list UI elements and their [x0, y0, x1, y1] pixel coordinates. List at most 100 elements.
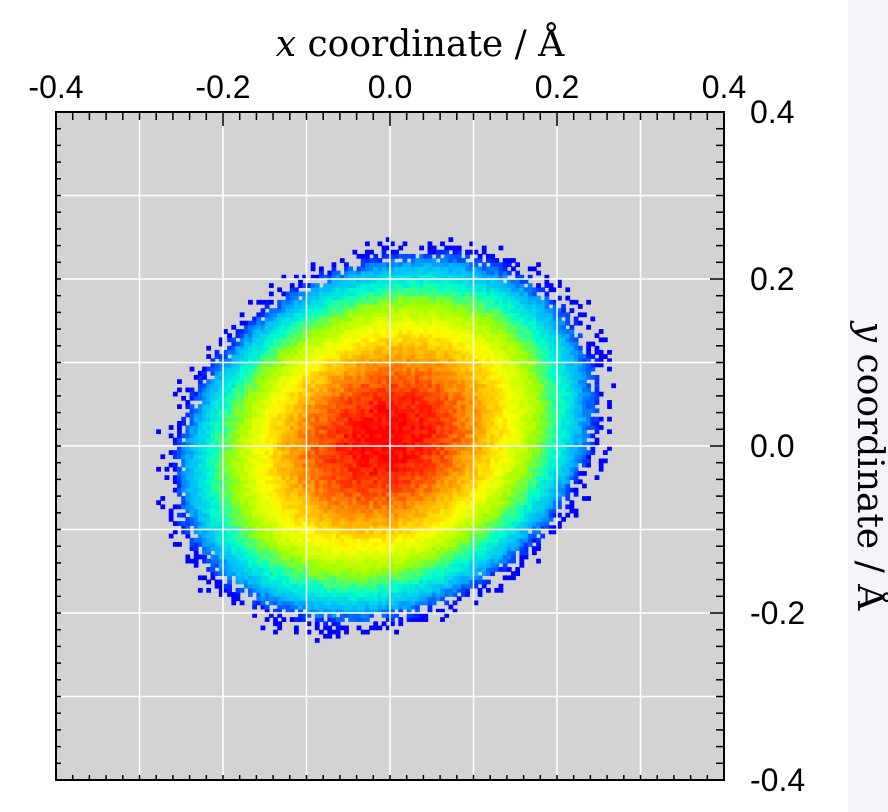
heatmap-cell [289, 571, 295, 577]
heatmap-cell [339, 420, 345, 426]
heatmap-cell [440, 433, 445, 439]
heatmap-cell [452, 446, 458, 451]
heatmap-cell [235, 471, 241, 476]
heatmap-cell [331, 458, 337, 464]
heatmap-cell [435, 433, 441, 439]
heatmap-cell [385, 279, 391, 284]
heatmap-cell [293, 537, 299, 543]
heatmap-cell [423, 441, 429, 447]
heatmap-cell [302, 362, 308, 368]
heatmap-cell [352, 525, 358, 531]
heatmap-cell [314, 508, 320, 514]
heatmap-cell [273, 487, 278, 493]
heatmap-cell [252, 446, 258, 451]
heatmap-cell [252, 450, 258, 455]
heatmap-cell [444, 391, 450, 397]
heatmap-cell [352, 483, 358, 489]
heatmap-cell [385, 446, 391, 451]
heatmap-cell [185, 450, 191, 455]
heatmap-cell [239, 349, 245, 355]
heatmap-cell [335, 558, 341, 564]
heatmap-cell [327, 629, 333, 635]
heatmap-cell [277, 370, 283, 376]
heatmap-cell [381, 270, 387, 276]
heatmap-cell [410, 383, 416, 389]
heatmap-cell [435, 521, 441, 526]
heatmap-cell [390, 375, 395, 380]
heatmap-cell [260, 404, 266, 410]
heatmap-cell [252, 537, 258, 543]
heatmap-cell [248, 583, 253, 589]
heatmap-cell [381, 441, 387, 447]
heatmap-cell [310, 370, 316, 376]
heatmap-cell [348, 446, 354, 451]
heatmap-cell [285, 416, 291, 422]
heatmap-cell [431, 525, 437, 531]
heatmap-cell [197, 462, 203, 468]
heatmap-cell [423, 253, 429, 259]
heatmap-cell [352, 508, 358, 514]
heatmap-cell [248, 375, 253, 380]
heatmap-cell [264, 304, 270, 309]
heatmap-cell [302, 525, 308, 531]
heatmap-cell [406, 487, 412, 493]
heatmap-cell [339, 533, 345, 539]
heatmap-cell [427, 575, 433, 581]
heatmap-cell [398, 308, 404, 313]
heatmap-cell [319, 491, 324, 497]
heatmap-cell [227, 345, 232, 351]
heatmap-cell [298, 596, 303, 602]
heatmap-cell [323, 600, 328, 606]
heatmap-cell [289, 446, 295, 451]
heatmap-cell [360, 258, 366, 263]
heatmap-cell [360, 496, 366, 501]
heatmap-cell [285, 304, 291, 309]
heatmap-cell [202, 370, 207, 376]
heatmap-cell [202, 475, 207, 480]
heatmap-cell [335, 579, 341, 585]
heatmap-cell [415, 567, 420, 572]
heatmap-cell [423, 262, 429, 268]
heatmap-cell [273, 496, 278, 501]
heatmap-cell [289, 345, 295, 351]
heatmap-cell [402, 241, 408, 247]
heatmap-cell [415, 379, 420, 384]
heatmap-cell [218, 533, 224, 539]
heatmap-cell [394, 600, 399, 606]
heatmap-cell [319, 437, 324, 443]
heatmap-cell [319, 387, 324, 393]
heatmap-cell [273, 324, 278, 330]
heatmap-cell [377, 370, 383, 376]
heatmap-cell [406, 266, 412, 272]
heatmap-cell [331, 320, 337, 326]
heatmap-cell [281, 571, 287, 577]
heatmap-cell [206, 587, 212, 593]
heatmap-cell [248, 341, 253, 347]
heatmap-cell [252, 546, 258, 551]
heatmap-cell [197, 504, 203, 510]
heatmap-cell [402, 462, 408, 468]
heatmap-cell [435, 316, 441, 322]
heatmap-cell [369, 533, 374, 539]
heatmap-cell [339, 613, 345, 618]
heatmap-cell [385, 504, 391, 510]
heatmap-cell [323, 466, 328, 472]
heatmap-cell [377, 525, 383, 531]
heatmap-cell [302, 304, 308, 309]
heatmap-cell [310, 412, 316, 418]
heatmap-cell [239, 491, 245, 497]
heatmap-cell [335, 345, 341, 351]
heatmap-cell [390, 429, 395, 435]
heatmap-cell [377, 542, 383, 547]
heatmap-cell [319, 504, 324, 510]
heatmap-cell [369, 270, 374, 276]
heatmap-cell [189, 441, 195, 447]
heatmap-cell [339, 512, 345, 518]
heatmap-cell [252, 433, 258, 439]
heatmap-cell [193, 395, 199, 401]
heatmap-cell [243, 387, 249, 393]
heatmap-cell [310, 454, 316, 460]
heatmap-cell [390, 304, 395, 309]
heatmap-cell [260, 596, 266, 602]
heatmap-cell [248, 400, 253, 405]
